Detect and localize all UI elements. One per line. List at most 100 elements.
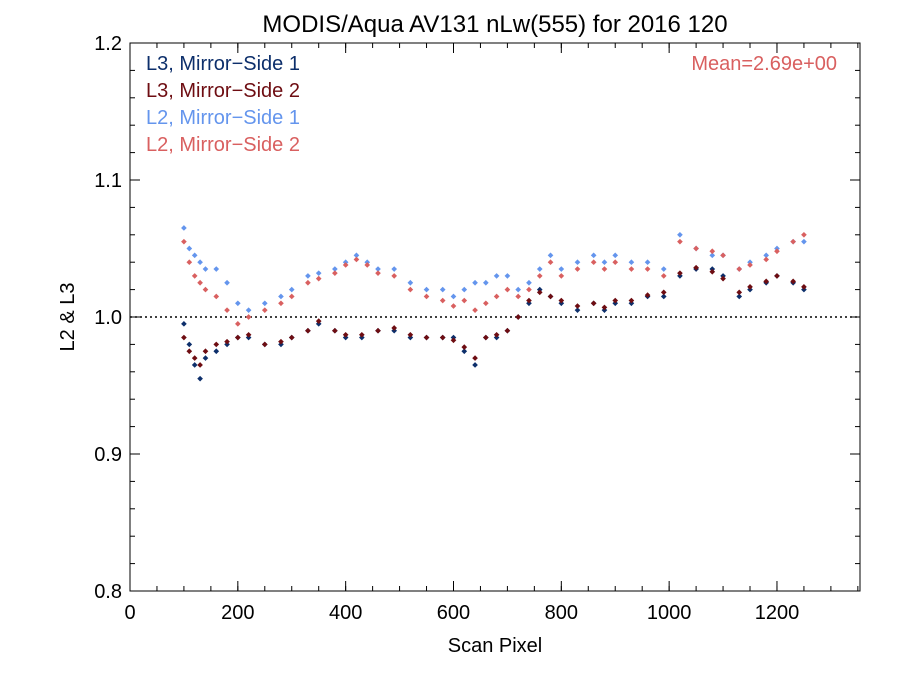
legend-entry: L2, Mirror−Side 2 bbox=[146, 134, 300, 156]
data-point bbox=[461, 286, 468, 293]
data-point bbox=[483, 334, 489, 341]
data-point bbox=[612, 252, 619, 259]
data-point bbox=[774, 248, 780, 255]
x-tick-label: 400 bbox=[329, 602, 362, 624]
data-point bbox=[574, 303, 581, 309]
data-point bbox=[439, 334, 446, 341]
data-point bbox=[709, 268, 716, 275]
data-point bbox=[709, 248, 716, 255]
data-point bbox=[202, 348, 209, 355]
data-point bbox=[278, 300, 284, 307]
data-point bbox=[515, 286, 522, 293]
data-point bbox=[677, 231, 683, 238]
data-point bbox=[660, 273, 667, 279]
y-tick-label: 0.9 bbox=[94, 444, 122, 466]
data-point bbox=[504, 273, 511, 279]
y-ticks: 0.8 0.9 1.0 1.1 1.2 bbox=[94, 33, 860, 603]
data-point bbox=[278, 338, 284, 345]
series-4 bbox=[181, 231, 807, 327]
data-point bbox=[574, 307, 581, 313]
data-point bbox=[359, 331, 365, 338]
series-2 bbox=[181, 264, 807, 368]
data-point bbox=[305, 279, 311, 286]
data-point bbox=[191, 355, 198, 361]
data-point bbox=[709, 252, 716, 259]
data-point bbox=[461, 344, 468, 350]
data-point bbox=[504, 286, 511, 293]
data-point bbox=[677, 270, 683, 276]
data-point bbox=[342, 331, 349, 338]
data-point bbox=[278, 293, 284, 300]
data-point bbox=[245, 331, 252, 338]
data-point bbox=[693, 245, 699, 252]
data-point bbox=[235, 321, 241, 327]
data-point bbox=[213, 266, 220, 272]
data-point bbox=[790, 278, 796, 285]
data-point bbox=[483, 279, 489, 286]
data-point bbox=[590, 259, 597, 266]
data-point bbox=[186, 348, 193, 355]
y-tick-label: 0.8 bbox=[94, 581, 122, 603]
data-point bbox=[493, 331, 500, 338]
data-point bbox=[526, 286, 532, 293]
data-point bbox=[391, 273, 398, 279]
y-tick-label: 1.0 bbox=[94, 307, 122, 329]
data-point bbox=[423, 286, 430, 293]
x-tick-label: 0 bbox=[124, 602, 135, 624]
data-point bbox=[197, 362, 203, 368]
y-tick-label: 1.2 bbox=[94, 33, 122, 55]
data-point bbox=[736, 266, 743, 272]
data-point bbox=[483, 300, 489, 307]
data-point bbox=[186, 259, 193, 266]
data-point bbox=[558, 297, 565, 304]
data-point bbox=[423, 334, 430, 341]
data-point bbox=[644, 292, 651, 298]
data-point bbox=[288, 293, 295, 300]
data-point bbox=[536, 266, 543, 272]
x-tick-label: 600 bbox=[437, 602, 470, 624]
data-point bbox=[574, 266, 581, 272]
data-point bbox=[660, 289, 667, 296]
data-point bbox=[628, 297, 635, 304]
data-point bbox=[558, 266, 565, 272]
x-tick-label: 200 bbox=[221, 602, 254, 624]
x-tick-label: 800 bbox=[545, 602, 578, 624]
data-point bbox=[375, 266, 381, 272]
legend-entry: L3, Mirror−Side 2 bbox=[146, 80, 300, 102]
data-point bbox=[461, 348, 468, 355]
data-point bbox=[186, 245, 193, 252]
data-point bbox=[353, 252, 360, 259]
data-point bbox=[515, 314, 522, 320]
data-point bbox=[197, 259, 203, 266]
data-point bbox=[747, 262, 753, 268]
data-point bbox=[660, 293, 667, 300]
data-point bbox=[224, 279, 230, 286]
data-point bbox=[202, 286, 209, 293]
y-axis-label: L2 & L3 bbox=[57, 283, 79, 352]
data-point bbox=[590, 252, 597, 259]
data-point bbox=[181, 238, 187, 245]
data-point bbox=[472, 279, 478, 286]
legend-entry: L2, Mirror−Side 1 bbox=[146, 107, 300, 129]
data-point bbox=[353, 256, 360, 263]
data-point bbox=[644, 259, 651, 266]
data-point bbox=[315, 275, 322, 282]
data-point bbox=[213, 293, 220, 300]
data-point bbox=[574, 259, 581, 266]
data-point bbox=[547, 252, 554, 259]
data-point bbox=[261, 300, 268, 307]
data-point bbox=[342, 262, 349, 268]
data-point bbox=[736, 289, 743, 296]
data-point bbox=[720, 252, 726, 259]
data-point bbox=[332, 266, 338, 272]
data-point bbox=[213, 348, 220, 355]
data-point bbox=[245, 314, 252, 320]
data-point bbox=[391, 266, 398, 272]
data-point bbox=[202, 355, 209, 361]
data-point bbox=[261, 307, 268, 313]
y-tick-label: 1.1 bbox=[94, 170, 122, 192]
data-point bbox=[186, 341, 193, 348]
data-point bbox=[461, 297, 468, 304]
plot-area: 0 200 400 600 800 1000 1200 0.8 0.9 1.0 1.1 1.2 bbox=[94, 33, 861, 624]
